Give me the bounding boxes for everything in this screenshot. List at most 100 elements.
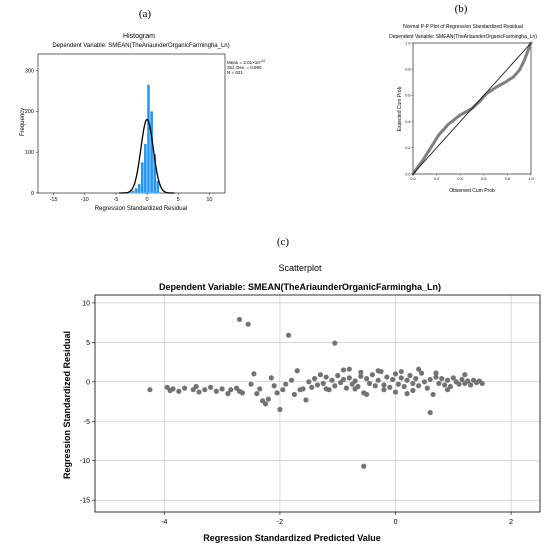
panel-c-point (413, 376, 419, 382)
panel-c-point (196, 389, 202, 395)
panel-c-point (479, 380, 485, 386)
panel-c-point (343, 385, 349, 391)
panel-c-point (332, 383, 338, 389)
panel-a-stat-n: N = 621 (227, 70, 243, 75)
panel-c-plot-frame (94, 294, 541, 513)
panel-b-y-tick-label: 0.2 (405, 146, 410, 150)
panel-a-x-tick-label: -5 (113, 197, 118, 203)
panel-b-reference-line (412, 42, 532, 175)
panel-c-point (236, 316, 243, 323)
panel-b-x-tick-label: 0.8 (505, 177, 510, 181)
panel-c-point (181, 385, 188, 391)
panel-c-point (381, 382, 387, 388)
panel-c-point (329, 377, 335, 383)
panel-c-point (306, 379, 312, 385)
panel-c-point (297, 387, 303, 393)
panel-a-bar (134, 187, 138, 194)
panel-c-point (294, 368, 300, 374)
panel-c-point (248, 381, 254, 387)
panel-c-point (262, 401, 269, 407)
panel-c-point (245, 321, 251, 327)
panel-c-point (268, 375, 274, 381)
panel-c-point (358, 373, 364, 379)
panel-c-point (398, 368, 404, 375)
panel-b-label: (b) (455, 3, 468, 15)
panel-c-point (465, 378, 471, 384)
panel-c-point (392, 389, 399, 395)
panel-b-y-tick-label: 1.0 (405, 41, 410, 45)
panel-c-point (314, 382, 321, 388)
panel-c-point (335, 372, 341, 379)
panel-a-bar (153, 154, 157, 194)
panel-c-label: (c) (277, 236, 290, 248)
panel-c-point (358, 369, 364, 375)
panel-a-x-tick-label: -15 (50, 197, 58, 203)
panel-c-point (456, 381, 462, 387)
panel-c-point (312, 376, 318, 382)
panel-c-point (228, 387, 234, 393)
panel-b-observed-points (411, 41, 533, 176)
panel-c-point (410, 380, 416, 386)
panel-a-bar (140, 162, 144, 194)
panel-c-point (407, 372, 413, 379)
panel-c-point (372, 383, 378, 389)
panel-c-point (364, 376, 370, 382)
panel-c-point (340, 367, 347, 373)
panel-c-point (323, 374, 329, 380)
panel-c-point (265, 396, 271, 402)
panel-c-point (291, 391, 297, 398)
panel-c-x-tick-label: 0 (394, 519, 398, 526)
panel-c-point (239, 390, 245, 396)
panel-c-point (303, 397, 309, 403)
panel-c-y-tick-label: -15 (80, 498, 90, 505)
panel-c-point (444, 387, 451, 393)
panel-c-point (170, 386, 176, 392)
panel-c-point (332, 340, 338, 346)
panel-a-y-tick-label: 0 (31, 191, 34, 197)
panel-a-x-tick-label: 5 (177, 197, 180, 203)
panel-c-point (392, 371, 399, 377)
panel-c-point (225, 391, 231, 397)
panel-a-bar (137, 183, 141, 194)
panel-a-x-tick-label: 0 (146, 197, 149, 203)
panel-c-point (277, 406, 283, 413)
panel-b-x-tick-label: 0.4 (458, 177, 463, 181)
panel-a-normal-curve (119, 118, 175, 194)
panel-a-stat-sd: Std. Dev. = 0.990 (227, 65, 262, 70)
panel-c-point (442, 382, 448, 388)
panel-c-point (288, 377, 295, 383)
panel-c-point (369, 372, 375, 378)
panel-c-point (346, 375, 352, 381)
panel-c-point (459, 376, 465, 383)
panel-a-x-tick-label: 10 (206, 197, 212, 203)
panel-c-x-tick-label: -4 (161, 519, 167, 526)
panel-b-x-axis-label: Observed Cum Prob (449, 188, 495, 194)
panel-c-point (424, 385, 430, 391)
panel-c-subtitle: Dependent Variable: SMEAN(TheAriaunderOr… (159, 282, 441, 292)
panel-c-y-tick-label: 0 (86, 379, 90, 386)
panel-c-point (176, 388, 182, 394)
panel-c-y-tick-label: 10 (82, 300, 90, 307)
panel-c-point (381, 387, 387, 393)
panel-c-point (280, 387, 286, 393)
panel-c-point (364, 391, 370, 398)
panel-c-y-tick-label: 5 (86, 340, 90, 347)
panel-c-point (384, 374, 390, 380)
panel-c-point (271, 383, 277, 389)
panel-b-subtitle: Dependent Variable: SMEAN(TheAriaunderOr… (389, 34, 537, 40)
panel-c-point (427, 409, 433, 416)
panel-c-point (427, 376, 433, 383)
panel-c-point (436, 380, 442, 386)
panel-a-y-axis-label: Frequency (20, 108, 26, 136)
panel-c-point (340, 376, 347, 383)
panel-c-point (283, 381, 289, 387)
panel-c-point (375, 377, 381, 383)
panel-c-point (430, 391, 436, 398)
panel-c-point (147, 387, 153, 393)
panel-a-bar (150, 111, 154, 194)
panel-a-y-tick-label: 200 (25, 109, 34, 115)
panel-c-point (366, 380, 373, 386)
panel-c-point (401, 383, 407, 390)
panel-c-point (219, 386, 225, 392)
